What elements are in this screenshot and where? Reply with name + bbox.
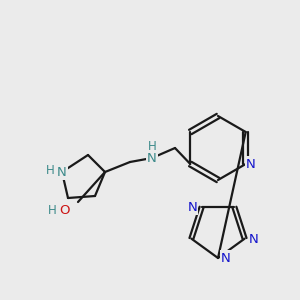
- Text: O: O: [59, 203, 69, 217]
- Text: N: N: [246, 158, 256, 170]
- Text: N: N: [57, 166, 67, 178]
- Text: N: N: [221, 251, 231, 265]
- Text: N: N: [188, 201, 197, 214]
- Text: H: H: [46, 164, 54, 178]
- Text: N: N: [147, 152, 157, 164]
- Text: H: H: [148, 140, 156, 152]
- Text: N: N: [249, 233, 259, 246]
- Text: H: H: [48, 205, 56, 218]
